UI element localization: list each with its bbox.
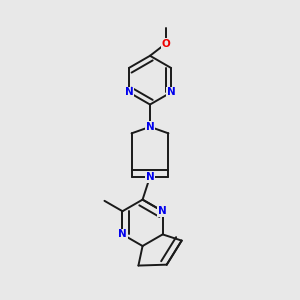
Text: N: N [158, 206, 167, 216]
Text: N: N [167, 87, 176, 97]
Text: N: N [118, 230, 127, 239]
Text: N: N [124, 87, 133, 97]
Text: N: N [146, 122, 154, 132]
Text: N: N [146, 172, 154, 182]
Text: O: O [161, 39, 170, 49]
